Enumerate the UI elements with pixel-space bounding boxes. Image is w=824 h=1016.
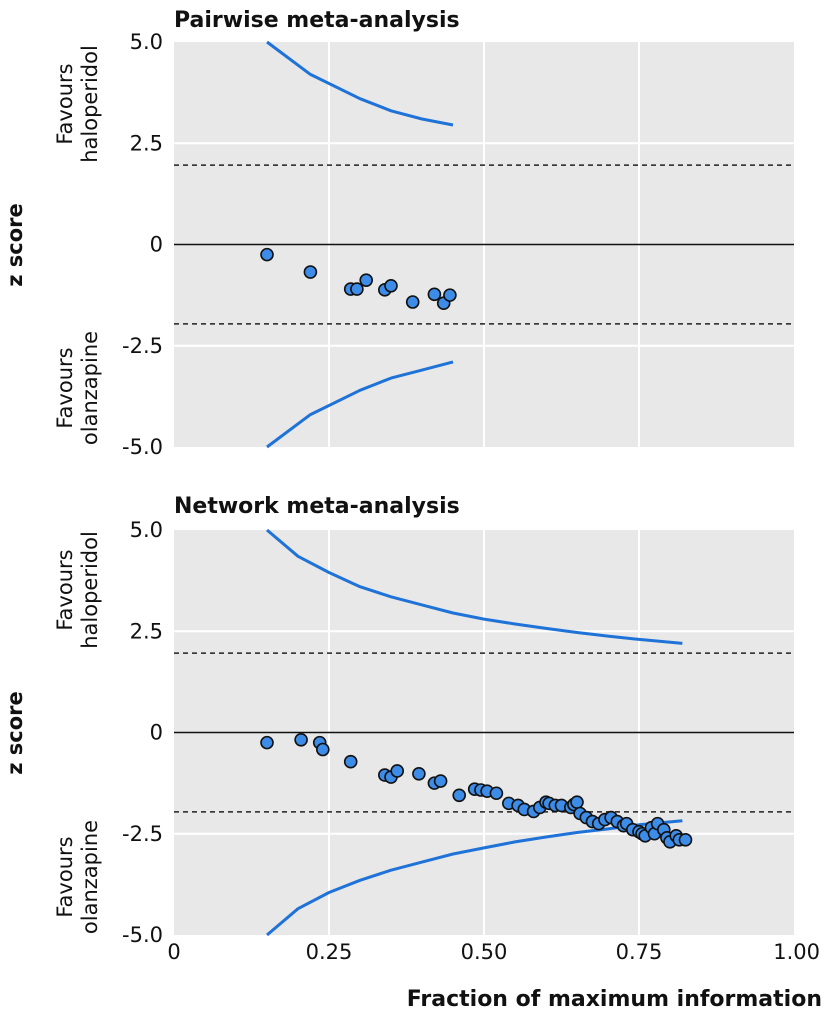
panel-title-network: Network meta-analysis [174,494,460,519]
panel-network: Network meta-analysis z score Favours ha… [3,494,822,1012]
marks-pairwise [260,40,457,449]
annotation-lower-line2-network: olanzapine [78,820,102,934]
annotation-lower-line1-network: Favours [53,836,77,917]
data-point [343,754,358,769]
y-tick-label: -2.5 [122,822,163,846]
data-point [260,735,274,750]
annotation-upper-line1-network: Favours [53,549,77,630]
y-tick-label: 2.5 [130,131,163,155]
data-point [294,732,308,747]
x-tick-label: 1.00 [773,940,820,964]
x-axis-label: Fraction of maximum information [407,987,822,1012]
annotation-upper-line1-pairwise: Favours [53,63,77,144]
data-point [315,742,330,757]
y-tick-label: 0 [150,721,163,745]
panel-pairwise: Pairwise meta-analysis z score Favours h… [3,8,794,459]
upper-boundary-line [266,40,454,127]
data-point [427,287,442,302]
y-tick-label: 2.5 [130,619,163,643]
y-tick-label: -5.0 [122,435,163,459]
data-point [489,786,504,801]
annotation-lower-line1-pairwise: Favours [53,347,77,428]
x-tick-label: 0 [167,940,180,964]
data-point [678,833,693,847]
marks-network [260,528,693,937]
upper-boundary-line [266,528,683,645]
lower-boundary-line [266,360,454,449]
y-tick-label: 5.0 [130,518,163,542]
data-point [412,767,426,781]
data-point [390,764,405,778]
data-point [443,288,457,302]
grid-network [174,530,794,935]
y-axis-label-network: z score [3,691,27,775]
data-point [303,265,318,279]
x-tick-label: 0.75 [616,940,663,964]
y-tick-label: 5.0 [130,30,163,54]
grid-pairwise [174,42,794,447]
y-axis-label-pairwise: z score [3,203,27,287]
data-point [452,788,467,803]
data-point [350,282,364,296]
annotation-upper-line2-pairwise: haloperidol [78,45,102,163]
panel-title-pairwise: Pairwise meta-analysis [174,8,460,33]
y-tick-label: 0 [150,233,163,257]
data-point [384,279,398,293]
y-tick-label: -5.0 [122,923,163,947]
data-point [433,774,448,788]
x-ticks-network: 0 0.25 0.50 0.75 1.00 [167,940,820,964]
data-point [570,795,584,809]
data-point [405,295,420,309]
data-point [359,273,374,287]
y-ticks-pairwise: 5.0 2.5 0 -2.5 -5.0 [122,30,163,459]
annotation-lower-line2-pairwise: olanzapine [78,331,102,445]
y-tick-label: -2.5 [122,334,163,358]
annotation-upper-line2-network: haloperidol [78,531,102,649]
x-tick-label: 0.25 [306,940,353,964]
y-ticks-network: 5.0 2.5 0 -2.5 -5.0 [122,518,163,947]
x-tick-label: 0.50 [461,940,508,964]
data-point [260,247,274,262]
lower-boundary-line [266,819,683,937]
